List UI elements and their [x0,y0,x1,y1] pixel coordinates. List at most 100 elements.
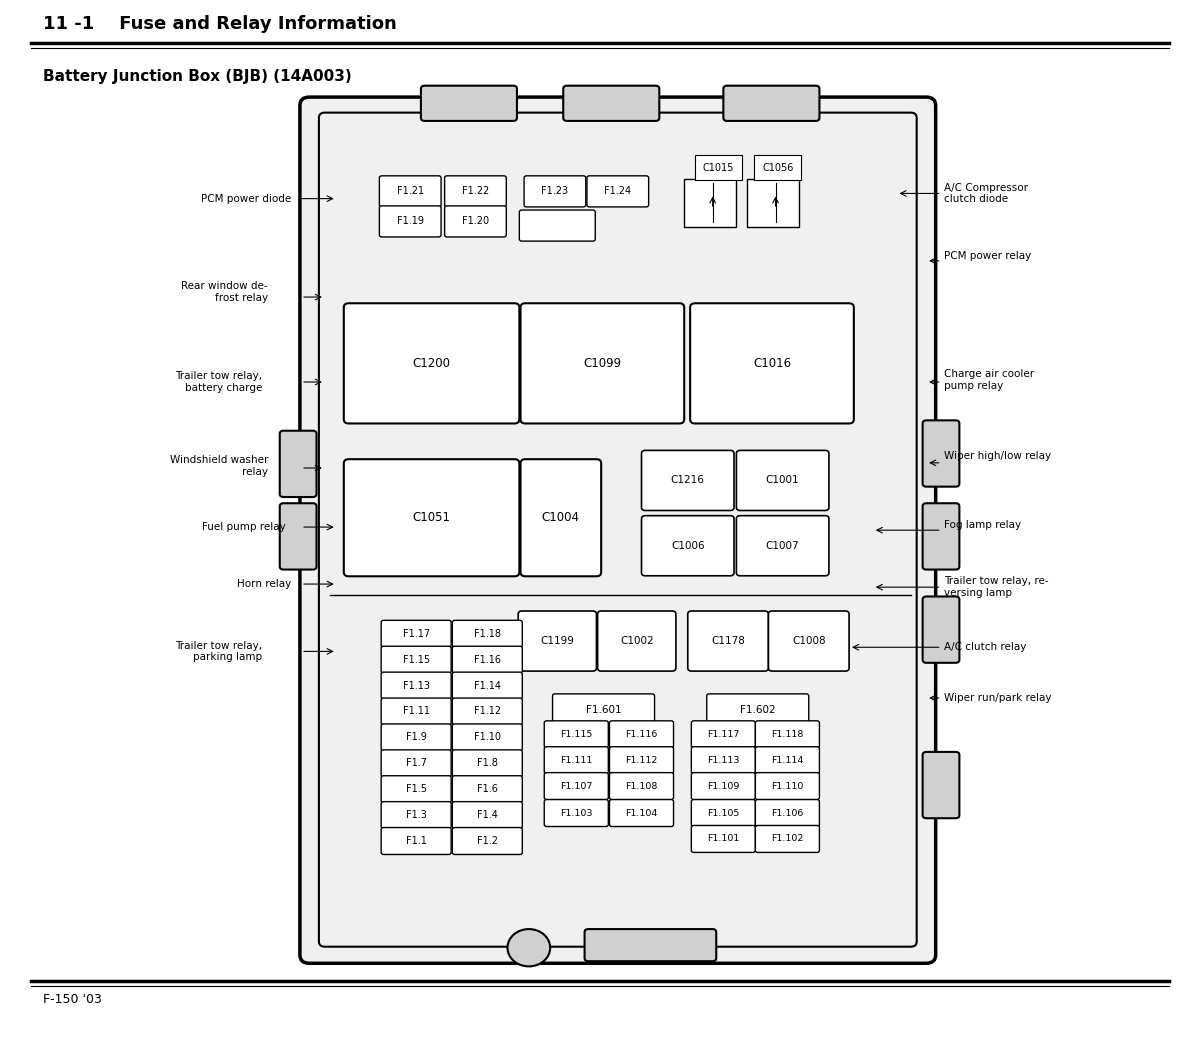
FancyBboxPatch shape [610,799,673,826]
Text: F1.113: F1.113 [707,756,739,764]
Text: Trailer tow relay,
parking lamp: Trailer tow relay, parking lamp [175,640,262,663]
Text: Fog lamp relay: Fog lamp relay [944,520,1021,530]
FancyBboxPatch shape [688,611,768,671]
Text: F1.118: F1.118 [772,730,804,739]
FancyBboxPatch shape [724,86,820,121]
FancyBboxPatch shape [524,175,586,207]
Text: C1015: C1015 [703,163,734,172]
Text: PCM power relay: PCM power relay [944,251,1031,260]
FancyBboxPatch shape [545,747,608,774]
FancyBboxPatch shape [452,827,522,855]
FancyBboxPatch shape [319,112,917,947]
Text: F1.21: F1.21 [397,186,424,196]
Text: F1.1: F1.1 [406,836,426,846]
Text: F1.105: F1.105 [707,808,739,818]
FancyBboxPatch shape [755,825,820,853]
Text: Horn relay: Horn relay [238,579,292,589]
Text: F1.102: F1.102 [772,835,804,843]
Text: A/C Compressor
clutch diode: A/C Compressor clutch diode [944,183,1028,205]
FancyBboxPatch shape [610,747,673,774]
Text: Windshield washer
relay: Windshield washer relay [169,455,268,477]
Text: F1.108: F1.108 [625,781,658,791]
FancyBboxPatch shape [520,210,595,242]
Text: C1178: C1178 [712,636,745,646]
FancyBboxPatch shape [755,773,820,799]
FancyBboxPatch shape [587,175,649,207]
FancyBboxPatch shape [382,776,451,802]
FancyBboxPatch shape [545,773,608,799]
Text: F1.103: F1.103 [560,808,593,818]
Text: F1.601: F1.601 [586,706,622,715]
Text: C1099: C1099 [583,357,622,370]
FancyBboxPatch shape [280,503,317,569]
FancyBboxPatch shape [691,799,755,826]
Text: F1.117: F1.117 [707,730,739,739]
Text: Trailer tow relay, re-
versing lamp: Trailer tow relay, re- versing lamp [944,576,1049,597]
Circle shape [508,929,550,966]
Text: C1001: C1001 [766,476,799,485]
FancyBboxPatch shape [452,646,522,673]
Text: Rear window de-
frost relay: Rear window de- frost relay [181,281,268,302]
Text: Charge air cooler
pump relay: Charge air cooler pump relay [944,370,1034,391]
Text: F1.104: F1.104 [625,808,658,818]
FancyBboxPatch shape [707,694,809,727]
Text: F1.109: F1.109 [707,781,739,791]
FancyBboxPatch shape [445,206,506,237]
Text: F1.22: F1.22 [462,186,490,196]
Text: F1.107: F1.107 [560,781,593,791]
FancyBboxPatch shape [379,206,442,237]
Text: F1.17: F1.17 [402,629,430,638]
FancyBboxPatch shape [923,596,959,663]
Text: F1.4: F1.4 [476,811,498,820]
FancyBboxPatch shape [452,621,522,647]
Text: F1.110: F1.110 [772,781,804,791]
Text: F1.20: F1.20 [462,216,490,227]
Text: C1002: C1002 [620,636,654,646]
Text: C1006: C1006 [671,541,704,550]
FancyBboxPatch shape [598,611,676,671]
Text: F1.115: F1.115 [560,730,593,739]
FancyBboxPatch shape [280,430,317,497]
FancyBboxPatch shape [343,303,520,423]
FancyBboxPatch shape [768,611,850,671]
Text: F1.2: F1.2 [476,836,498,846]
Text: PCM power diode: PCM power diode [202,193,292,204]
Text: F1.112: F1.112 [625,756,658,764]
Text: Wiper high/low relay: Wiper high/low relay [944,450,1051,461]
FancyBboxPatch shape [684,178,737,227]
Text: Fuel pump relay: Fuel pump relay [202,522,286,532]
Text: F1.19: F1.19 [397,216,424,227]
FancyBboxPatch shape [382,698,451,724]
FancyBboxPatch shape [552,694,654,727]
FancyBboxPatch shape [690,303,854,423]
FancyBboxPatch shape [691,721,755,748]
FancyBboxPatch shape [379,175,442,207]
FancyBboxPatch shape [610,721,673,748]
FancyBboxPatch shape [642,516,734,575]
Text: F1.5: F1.5 [406,784,427,794]
FancyBboxPatch shape [563,86,659,121]
FancyBboxPatch shape [421,86,517,121]
FancyBboxPatch shape [518,611,596,671]
Text: F1.10: F1.10 [474,733,500,742]
FancyBboxPatch shape [755,747,820,774]
FancyBboxPatch shape [382,827,451,855]
Text: F1.116: F1.116 [625,730,658,739]
FancyBboxPatch shape [755,799,820,826]
Text: F1.18: F1.18 [474,629,500,638]
FancyBboxPatch shape [343,459,520,576]
Text: Battery Junction Box (BJB) (14A003): Battery Junction Box (BJB) (14A003) [42,69,352,84]
Text: C1056: C1056 [762,163,793,172]
Text: F1.24: F1.24 [605,186,631,196]
Text: F1.3: F1.3 [406,811,426,820]
Text: Wiper run/park relay: Wiper run/park relay [944,693,1051,704]
FancyBboxPatch shape [382,750,451,777]
FancyBboxPatch shape [382,672,451,699]
Text: F1.13: F1.13 [403,680,430,691]
FancyBboxPatch shape [923,752,959,818]
FancyBboxPatch shape [382,801,451,828]
FancyBboxPatch shape [610,773,673,799]
FancyBboxPatch shape [923,503,959,569]
Text: F1.14: F1.14 [474,680,500,691]
FancyBboxPatch shape [452,776,522,802]
